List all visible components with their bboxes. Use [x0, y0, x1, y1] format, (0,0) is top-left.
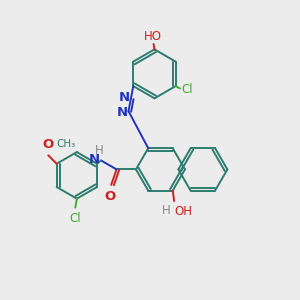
Text: OH: OH [174, 205, 192, 218]
Text: H: H [95, 144, 104, 157]
Text: Cl: Cl [69, 212, 81, 225]
Text: O: O [42, 138, 53, 151]
Text: O: O [104, 190, 115, 203]
Text: Cl: Cl [181, 82, 193, 96]
Text: HO: HO [144, 30, 162, 43]
Text: N: N [89, 153, 100, 166]
Text: CH₃: CH₃ [57, 140, 76, 149]
Text: N: N [119, 91, 130, 103]
Text: H: H [161, 204, 170, 217]
Text: N: N [116, 106, 128, 119]
